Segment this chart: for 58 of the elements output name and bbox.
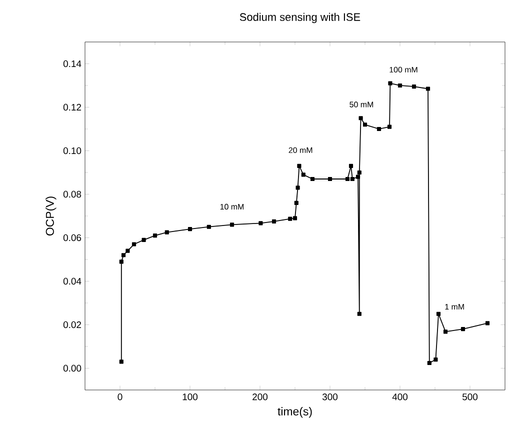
- point: [258, 221, 263, 226]
- point: [119, 260, 124, 264]
- point: [357, 312, 362, 316]
- point: [310, 176, 315, 182]
- point: [412, 84, 416, 89]
- point: [460, 327, 466, 332]
- point: [206, 224, 211, 229]
- point: [388, 81, 392, 86]
- point: [356, 174, 360, 179]
- y-tick-label: 0.04: [63, 278, 82, 285]
- point: [292, 216, 298, 220]
- point: [296, 186, 300, 190]
- point: [358, 116, 363, 120]
- point: [328, 176, 332, 182]
- point: [427, 360, 432, 366]
- point: [152, 234, 158, 238]
- point: [121, 253, 126, 258]
- point: [301, 172, 306, 177]
- point: [387, 124, 392, 129]
- y-axis-title: OCP(V): [46, 196, 56, 236]
- x-tick-label: 400: [392, 394, 408, 400]
- y-tick-label: 0.06: [63, 234, 82, 242]
- point: [164, 230, 169, 234]
- point: [297, 164, 302, 168]
- y-tick-label: 0.02: [63, 321, 82, 328]
- x-axis-title: time(s): [278, 407, 312, 418]
- point: [426, 86, 430, 91]
- point: [119, 360, 124, 364]
- point: [348, 164, 354, 168]
- point: [288, 216, 292, 221]
- point: [142, 238, 146, 242]
- chart-title: Sodium sensing with ISE: [240, 12, 360, 24]
- point: [294, 200, 298, 205]
- y-tick-label: 0.12: [63, 104, 82, 111]
- y-tick-label: 0.14: [63, 60, 82, 68]
- x-tick-label: 300: [322, 394, 338, 400]
- y-tick-label: 0.10: [63, 147, 82, 154]
- point: [434, 357, 438, 362]
- x-tick-label: 200: [252, 394, 268, 400]
- point: [485, 321, 490, 326]
- y-tick-label: 0.00: [63, 364, 82, 372]
- point: [362, 122, 368, 127]
- point: [436, 312, 441, 316]
- x-tick-label: 100: [182, 394, 198, 400]
- point: [443, 330, 448, 334]
- point: [188, 226, 192, 232]
- x-tick-label: 500: [462, 394, 478, 400]
- point: [350, 176, 354, 182]
- point: [376, 126, 382, 132]
- point: [345, 176, 350, 182]
- point: [230, 222, 234, 227]
- point: [398, 83, 402, 88]
- x-tick-label: 0: [118, 394, 122, 400]
- point: [132, 242, 136, 246]
- point: [126, 248, 130, 253]
- point: [272, 219, 276, 224]
- point: [357, 170, 362, 175]
- y-tick-label: 0.08: [63, 190, 82, 198]
